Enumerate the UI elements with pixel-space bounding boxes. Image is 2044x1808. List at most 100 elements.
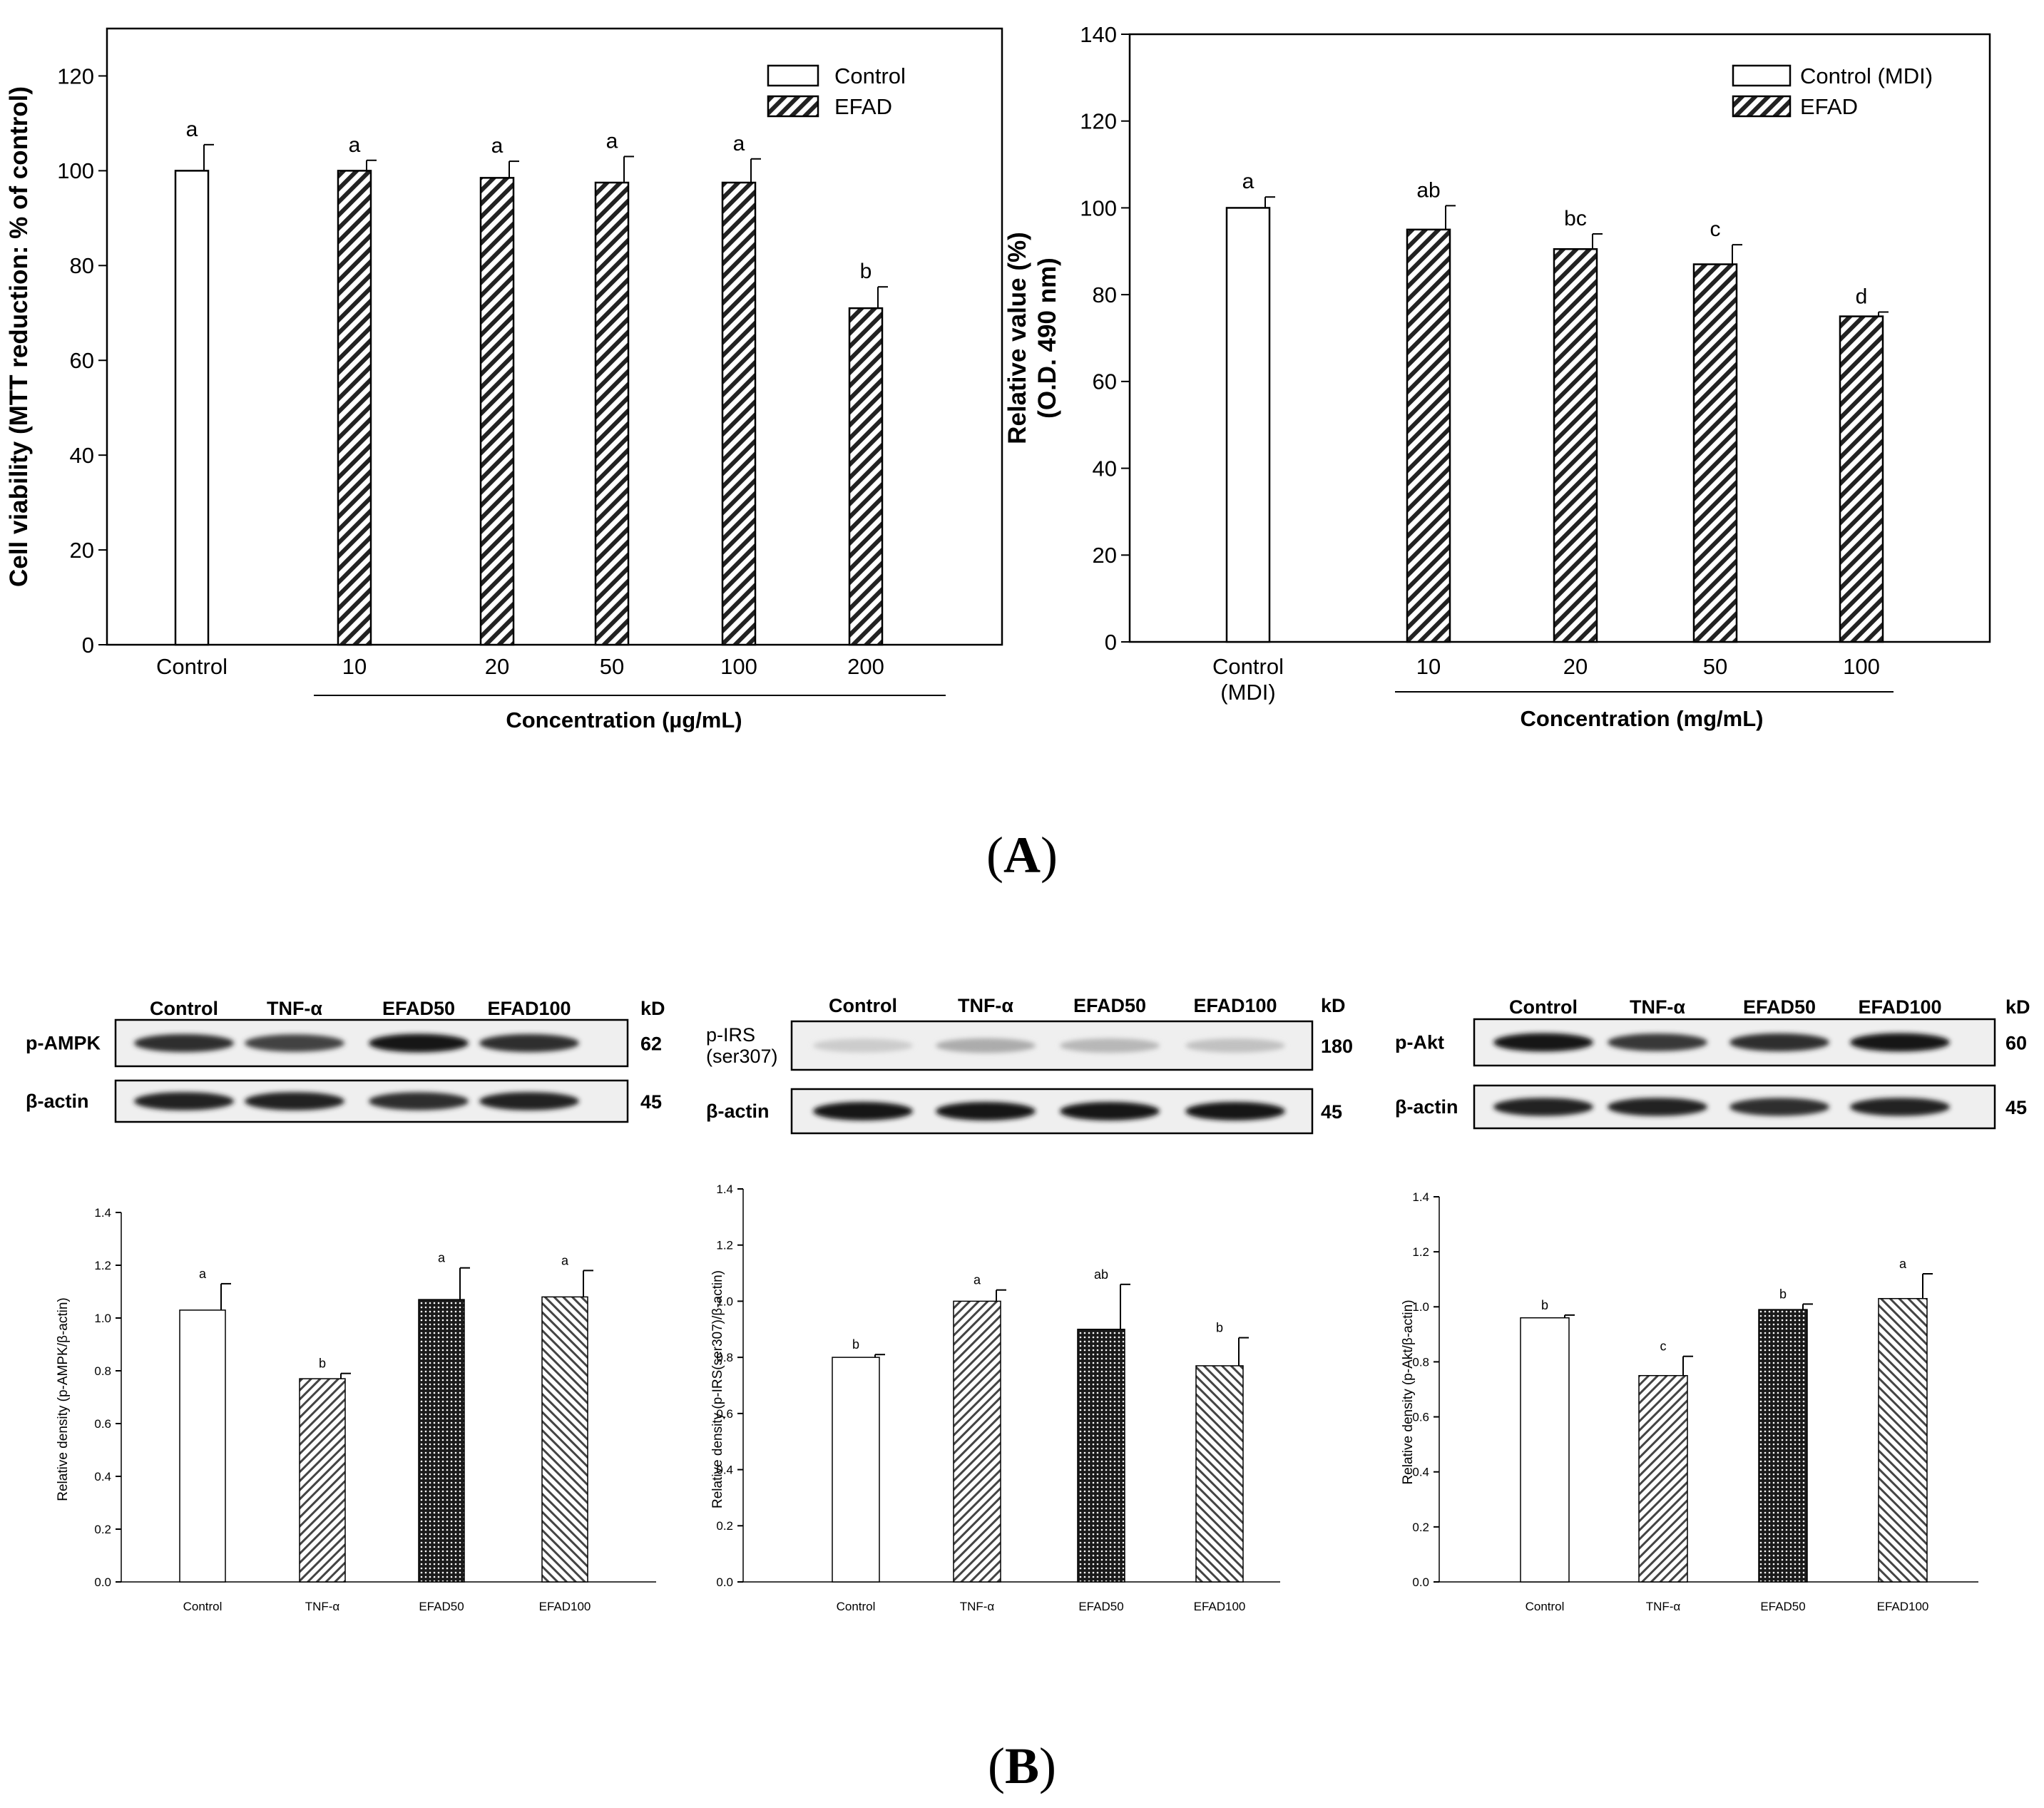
panel-label-B: (B) (988, 1737, 1056, 1794)
y-tick-label: 0.4 (94, 1470, 111, 1483)
y-tick-label: 1.2 (94, 1259, 111, 1272)
category-label: EFAD50 (1078, 1600, 1123, 1613)
y-tick-label: 0.6 (94, 1417, 111, 1431)
blot-row-label: p-AMPK (26, 1033, 101, 1054)
bar (594, 181, 630, 646)
category-label: 50 (600, 654, 624, 679)
blot-band (1608, 1033, 1707, 1051)
y-tick-label: 0 (1105, 630, 1117, 655)
significance-letter: c (1710, 218, 1721, 241)
chart-B3: 0.0 0.2 0.4 0.6 0.8 1.0 1.2 1.4 Relative density… (1401, 1190, 1978, 1613)
significance-letter: a (1242, 170, 1254, 193)
y-tick-label: 80 (1093, 282, 1117, 307)
kd-header: kD (2005, 996, 2030, 1018)
bar (1225, 207, 1271, 643)
lane-label: EFAD50 (382, 998, 455, 1019)
significance-letter: a (606, 129, 618, 153)
blot-row-label: p-Akt (1395, 1032, 1444, 1053)
category-label: EFAD100 (1194, 1600, 1246, 1613)
bar (337, 170, 372, 646)
bar (1839, 315, 1884, 643)
y-axis-title: Relative density (p-Akt/β-actin) (1401, 1299, 1416, 1484)
y-tick-label: 20 (70, 538, 94, 563)
y-tick-label: 0.4 (1412, 1466, 1429, 1479)
bar (1638, 1374, 1688, 1583)
y-tick-label: 100 (57, 158, 94, 183)
y-tick-label: 1.4 (1412, 1190, 1429, 1204)
plot-frame (106, 27, 1003, 646)
blot-band (134, 1033, 234, 1053)
y-tick-label: 0.2 (1412, 1521, 1429, 1534)
significance-letter: a (186, 118, 198, 141)
y-tick-label: 100 (1080, 195, 1117, 220)
kd-header: kD (640, 998, 665, 1019)
kd-value: 180 (1321, 1036, 1353, 1057)
blot-band (245, 1092, 344, 1110)
bar (174, 170, 210, 646)
significance-letter: a (491, 134, 504, 158)
significance-letter: bc (1564, 207, 1587, 230)
y-axis-title: Relative value (%) (1003, 232, 1031, 444)
category-label: TNF-α (305, 1600, 340, 1613)
blot-band (1060, 1102, 1160, 1120)
category-label: EFAD100 (1877, 1600, 1929, 1613)
blot-band (1493, 1033, 1593, 1052)
legend-label: EFAD (834, 94, 892, 119)
blot-band (1185, 1102, 1285, 1120)
kd-value: 45 (1321, 1101, 1342, 1123)
legend-swatch (767, 95, 819, 118)
y-tick-label: 80 (70, 253, 94, 278)
blot-row-label: β-actin (706, 1100, 770, 1122)
chart-A1: 0 20 40 60 80 100 120 Cell viability (MTT reduc… (5, 27, 1003, 732)
category-label: Control (156, 654, 228, 679)
category-label: Control (837, 1600, 876, 1613)
blot-row-label: β-actin (26, 1091, 89, 1112)
legend-swatch (1732, 64, 1792, 87)
panel-label-A: (A) (986, 827, 1058, 884)
kd-value: 60 (2005, 1033, 2027, 1054)
y-tick-label: 60 (70, 348, 94, 373)
lane-label: Control (1509, 996, 1578, 1018)
blot-band (1850, 1098, 1950, 1116)
x-axis-title: Concentration (mg/mL) (1521, 706, 1764, 731)
significance-letter: b (852, 1337, 859, 1352)
blot-band (134, 1092, 234, 1110)
category-label: 20 (1563, 654, 1588, 679)
blot-band (936, 1038, 1036, 1053)
category-label: Control (1212, 654, 1284, 679)
lane-label: EFAD100 (487, 998, 571, 1019)
y-tick-label: 0.0 (716, 1575, 733, 1589)
kd-value: 45 (640, 1091, 662, 1113)
category-label: 100 (1843, 654, 1880, 679)
bar (541, 1296, 588, 1583)
y-tick-label: 60 (1093, 369, 1117, 394)
lane-label: Control (150, 998, 218, 1019)
blot-band (369, 1092, 469, 1110)
significance-letter: b (319, 1357, 326, 1371)
bar (832, 1357, 880, 1583)
bar (953, 1300, 1001, 1583)
bar (179, 1309, 226, 1583)
significance-letter: b (1216, 1321, 1223, 1335)
bar (479, 177, 515, 646)
blot-row-label: p-IRS (706, 1024, 755, 1046)
y-tick-label: 0.0 (1412, 1575, 1429, 1589)
blot-band (1608, 1098, 1707, 1116)
bar (1195, 1365, 1244, 1583)
y-tick-label: 1.4 (716, 1183, 733, 1196)
y-tick-label: 0.0 (94, 1575, 111, 1589)
y-tick-label: 120 (1080, 109, 1117, 134)
bar (299, 1378, 346, 1583)
blot-band (479, 1033, 579, 1053)
kd-value: 62 (640, 1033, 662, 1055)
blot-row-label: (ser307) (706, 1046, 778, 1067)
y-tick-label: 1.0 (94, 1312, 111, 1325)
blot-W1: Control TNF-α EFAD50 EFAD100 kD p-AMPK 62 β-act… (26, 998, 665, 1123)
blot-band (1060, 1038, 1160, 1053)
category-label: 10 (342, 654, 367, 679)
y-tick-label: 0.8 (1412, 1355, 1429, 1369)
blot-band (245, 1034, 344, 1052)
category-label: Control (183, 1600, 223, 1613)
category-label: TNF-α (960, 1600, 995, 1613)
